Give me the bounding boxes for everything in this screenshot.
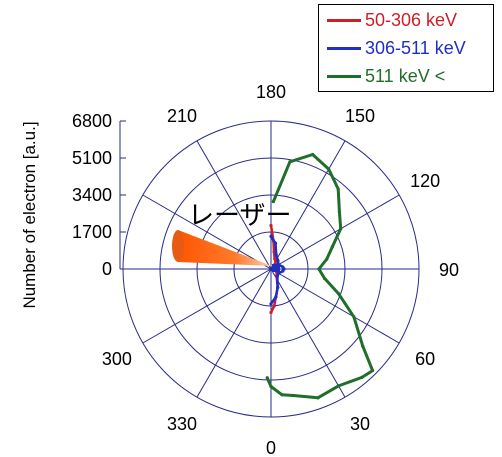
series-point-1 <box>276 259 280 263</box>
angle-tick-label: 330 <box>167 414 197 434</box>
series-point-1 <box>276 285 280 290</box>
series-point-2 <box>361 344 365 348</box>
series-point-0 <box>272 304 276 308</box>
series-point-2 <box>336 384 341 388</box>
legend-swatch-2 <box>327 74 361 78</box>
series-point-2 <box>271 199 275 204</box>
legend-swatch-0 <box>327 18 361 22</box>
grid-spoke <box>270 140 346 270</box>
radial-tick-label: 1700 <box>72 222 112 242</box>
series-point-1 <box>273 241 278 245</box>
series-point-2 <box>317 267 321 271</box>
laser-cone <box>172 230 272 266</box>
laser-beam <box>178 230 272 266</box>
grid-spoke <box>270 194 400 270</box>
polar-grid <box>119 120 420 418</box>
legend-item-1: 306-511 keV <box>327 35 466 61</box>
grid-spoke <box>142 268 272 344</box>
series-line-2 <box>265 153 375 400</box>
angle-tick-label: 180 <box>256 82 286 102</box>
series-point-2 <box>269 384 273 389</box>
radial-tick-label: 3400 <box>72 185 112 205</box>
angle-tick-label: 210 <box>167 106 197 126</box>
series-point-1 <box>274 253 278 257</box>
laser-annotation: レーザー <box>188 200 291 230</box>
series-point-0 <box>269 223 273 228</box>
angle-tick-label: 150 <box>345 106 375 126</box>
grid-spoke <box>270 268 400 344</box>
series-point-2 <box>288 160 292 164</box>
series-layer <box>265 152 375 400</box>
series-point-2 <box>311 152 315 157</box>
radial-tick-label: 6800 <box>72 111 112 131</box>
radial-tick-label: 5100 <box>72 148 112 168</box>
series-point-2 <box>360 375 364 379</box>
series-point-1 <box>269 234 273 238</box>
angle-tick-label: 60 <box>415 349 435 369</box>
grid-spoke <box>142 194 272 270</box>
angle-tick-label: 90 <box>439 260 459 280</box>
angle-tick-label: 30 <box>350 414 370 434</box>
series-point-2 <box>336 291 341 296</box>
series-point-1 <box>276 271 281 275</box>
legend-label-2: 511 keV < <box>365 65 446 86</box>
legend: 50-306 keV 306-511 keV 511 keV < <box>318 4 494 92</box>
series-point-2 <box>370 368 375 373</box>
grid-spoke <box>270 268 346 398</box>
legend-label-0: 50-306 keV <box>365 9 458 30</box>
series-point-0 <box>269 310 273 315</box>
radial-tick-label: 0 <box>102 259 112 279</box>
angle-tick-label: 120 <box>410 171 440 191</box>
grid-spoke <box>196 268 272 398</box>
grid-spoke <box>196 140 272 270</box>
series-point-2 <box>352 315 356 319</box>
origin-marker <box>272 264 280 272</box>
series-point-1 <box>281 269 285 273</box>
series-point-2 <box>327 167 331 171</box>
series-point-2 <box>322 276 327 281</box>
series-point-1 <box>274 295 278 299</box>
series-point-2 <box>330 245 334 249</box>
legend-item-0: 50-306 keV <box>327 7 457 33</box>
laser-cone-base <box>172 230 184 262</box>
legend-item-2: 511 keV < <box>327 63 445 89</box>
series-point-2 <box>265 376 269 380</box>
angle-tick-label: 300 <box>102 349 132 369</box>
series-point-1 <box>269 302 273 306</box>
series-point-2 <box>291 393 295 398</box>
series-point-2 <box>325 257 329 261</box>
series-point-2 <box>339 227 343 231</box>
series-point-2 <box>280 393 284 397</box>
series-point-0 <box>273 257 277 261</box>
tick-labels: 0 1700 3400 5100 6800 0 30 60 90 120 150 180 210 300 3… <box>72 82 459 457</box>
y-axis-label-text: Number of electron [a.u.] <box>20 121 39 309</box>
series-point-0 <box>274 261 278 265</box>
series-point-2 <box>336 187 340 191</box>
angle-tick-label: 0 <box>266 438 276 457</box>
series-point-2 <box>316 396 320 400</box>
legend-label-1: 306-511 keV <box>365 37 466 58</box>
legend-swatch-1 <box>327 46 361 50</box>
series-point-2 <box>337 210 341 214</box>
series-point-1 <box>275 274 279 279</box>
